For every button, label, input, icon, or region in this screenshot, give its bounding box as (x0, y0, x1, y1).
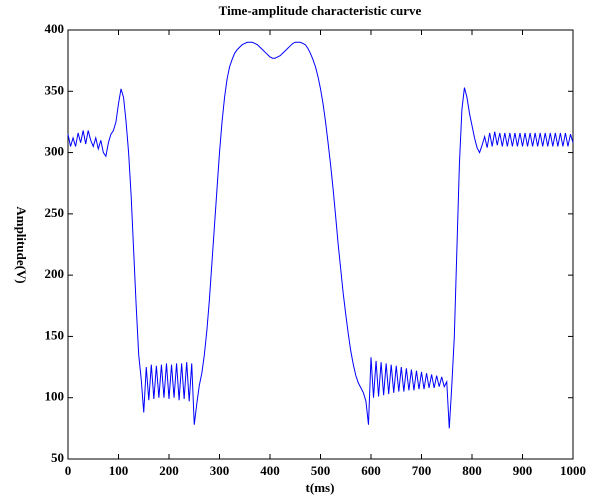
x-tick-label: 0 (65, 463, 72, 478)
x-tick-label: 300 (210, 463, 230, 478)
data-line (67, 41, 574, 429)
x-tick-label: 800 (462, 463, 482, 478)
y-tick-label: 250 (45, 205, 65, 220)
y-tick-label: 150 (45, 327, 65, 342)
x-tick-label: 700 (412, 463, 432, 478)
y-tick-label: 300 (45, 144, 65, 159)
y-tick-label: 50 (51, 450, 64, 465)
y-tick-label: 100 (45, 389, 65, 404)
y-tick-label: 200 (45, 266, 65, 281)
x-tick-label: 500 (311, 463, 331, 478)
x-axis-label: t(ms) (306, 480, 335, 495)
x-tick-label: 400 (260, 463, 280, 478)
x-tick-label: 100 (109, 463, 129, 478)
y-tick-label: 350 (45, 82, 65, 97)
x-tick-label: 600 (361, 463, 381, 478)
x-tick-label: 900 (513, 463, 533, 478)
y-axis-label: Amplitude(V) (14, 206, 29, 283)
x-tick-label: 200 (159, 463, 179, 478)
x-tick-label: 1000 (560, 463, 586, 478)
y-tick-label: 400 (45, 21, 65, 36)
chart-title: Time-amplitude characteristic curve (219, 3, 422, 18)
